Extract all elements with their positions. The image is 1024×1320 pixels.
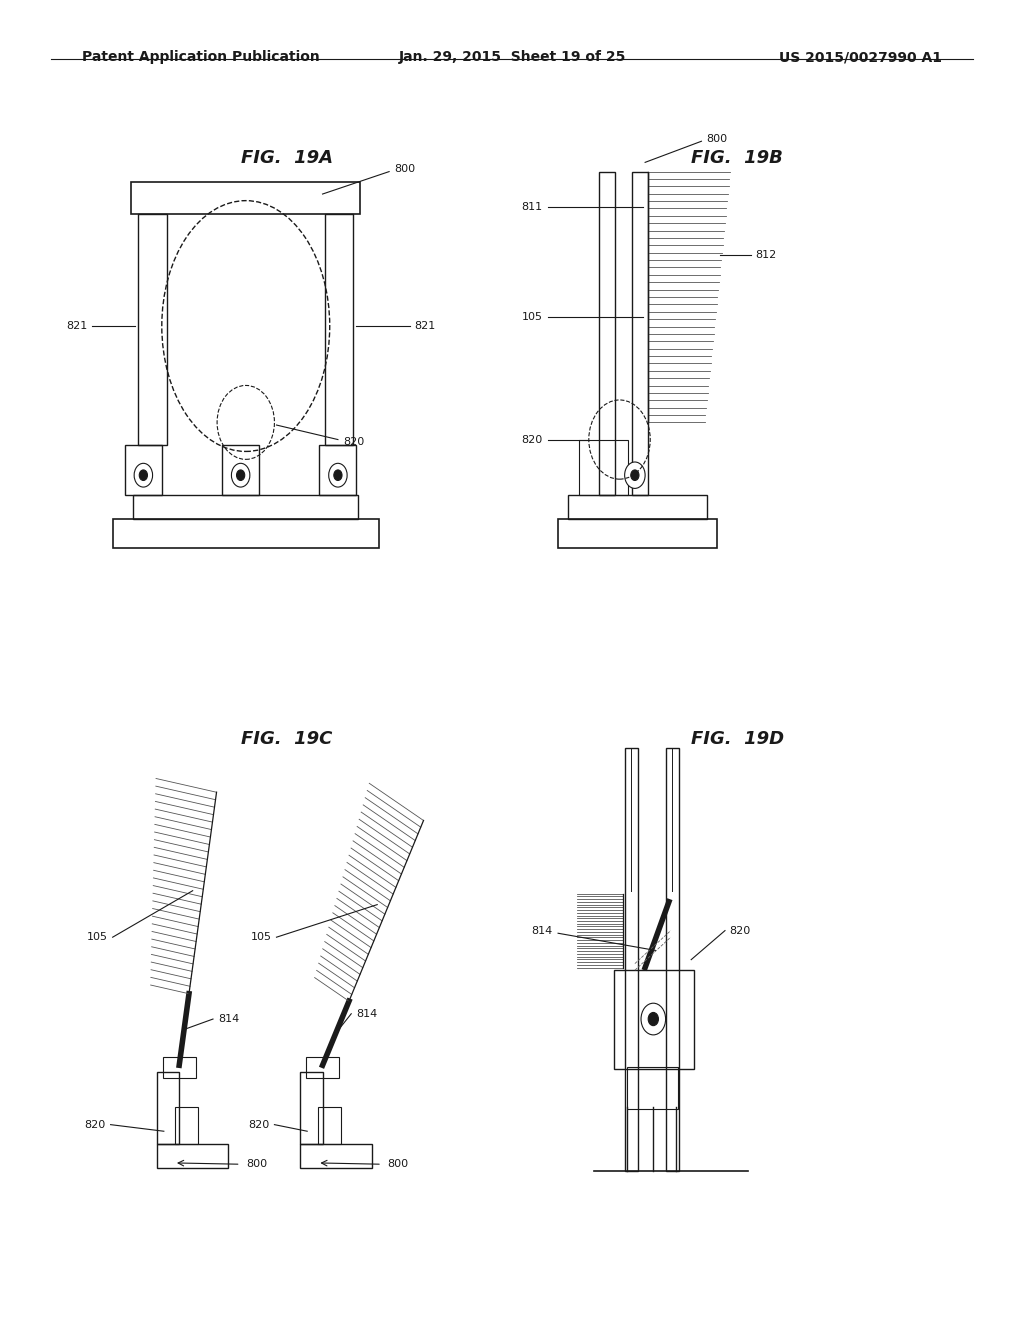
Bar <box>306 1057 339 1078</box>
Text: FIG.  19A: FIG. 19A <box>241 149 333 168</box>
Text: 105: 105 <box>521 312 543 322</box>
Bar <box>222 445 259 495</box>
Circle shape <box>625 462 645 488</box>
Text: 105: 105 <box>86 932 108 942</box>
Text: 821: 821 <box>66 321 87 331</box>
Circle shape <box>631 470 639 480</box>
Bar <box>157 1072 179 1144</box>
Bar <box>599 172 615 495</box>
Text: 800: 800 <box>394 164 416 174</box>
Text: FIG.  19D: FIG. 19D <box>691 730 783 748</box>
Bar <box>579 440 628 495</box>
Text: US 2015/0027990 A1: US 2015/0027990 A1 <box>779 50 942 65</box>
Bar <box>175 1107 198 1144</box>
Text: 820: 820 <box>521 434 543 445</box>
Text: FIG.  19B: FIG. 19B <box>691 149 783 168</box>
Bar <box>157 1144 228 1168</box>
Bar <box>319 445 356 495</box>
Text: 820: 820 <box>248 1119 269 1130</box>
Bar <box>614 970 694 1069</box>
Bar <box>568 495 707 519</box>
Bar <box>300 1072 323 1144</box>
Text: 800: 800 <box>707 133 728 144</box>
Circle shape <box>334 470 342 480</box>
Bar <box>300 1144 372 1168</box>
Circle shape <box>231 463 250 487</box>
Text: 814: 814 <box>531 925 553 936</box>
Text: FIG.  19C: FIG. 19C <box>241 730 333 748</box>
Circle shape <box>641 1003 666 1035</box>
Bar <box>138 214 167 445</box>
Bar <box>125 445 162 495</box>
Bar <box>558 519 717 548</box>
Bar <box>133 495 358 519</box>
Circle shape <box>134 463 153 487</box>
Text: 800: 800 <box>387 1159 409 1170</box>
Text: 105: 105 <box>250 932 271 942</box>
Bar <box>318 1107 341 1144</box>
Bar <box>632 172 648 495</box>
Bar <box>163 1057 196 1078</box>
Bar <box>325 214 353 445</box>
Text: 821: 821 <box>415 321 436 331</box>
Circle shape <box>139 470 147 480</box>
Bar <box>131 182 360 214</box>
Text: 811: 811 <box>521 202 543 213</box>
Text: 812: 812 <box>756 249 777 260</box>
Circle shape <box>237 470 245 480</box>
Circle shape <box>329 463 347 487</box>
Bar <box>627 1067 678 1109</box>
Text: 800: 800 <box>246 1159 267 1170</box>
Bar <box>666 748 679 1171</box>
Text: Patent Application Publication: Patent Application Publication <box>82 50 319 65</box>
Bar <box>625 748 638 1171</box>
Text: 814: 814 <box>218 1014 240 1024</box>
Text: 820: 820 <box>729 925 751 936</box>
Circle shape <box>648 1012 658 1026</box>
Text: 820: 820 <box>84 1119 105 1130</box>
Bar <box>113 519 379 548</box>
Text: Jan. 29, 2015  Sheet 19 of 25: Jan. 29, 2015 Sheet 19 of 25 <box>398 50 626 65</box>
Text: 820: 820 <box>343 437 365 447</box>
Text: 814: 814 <box>356 1008 378 1019</box>
